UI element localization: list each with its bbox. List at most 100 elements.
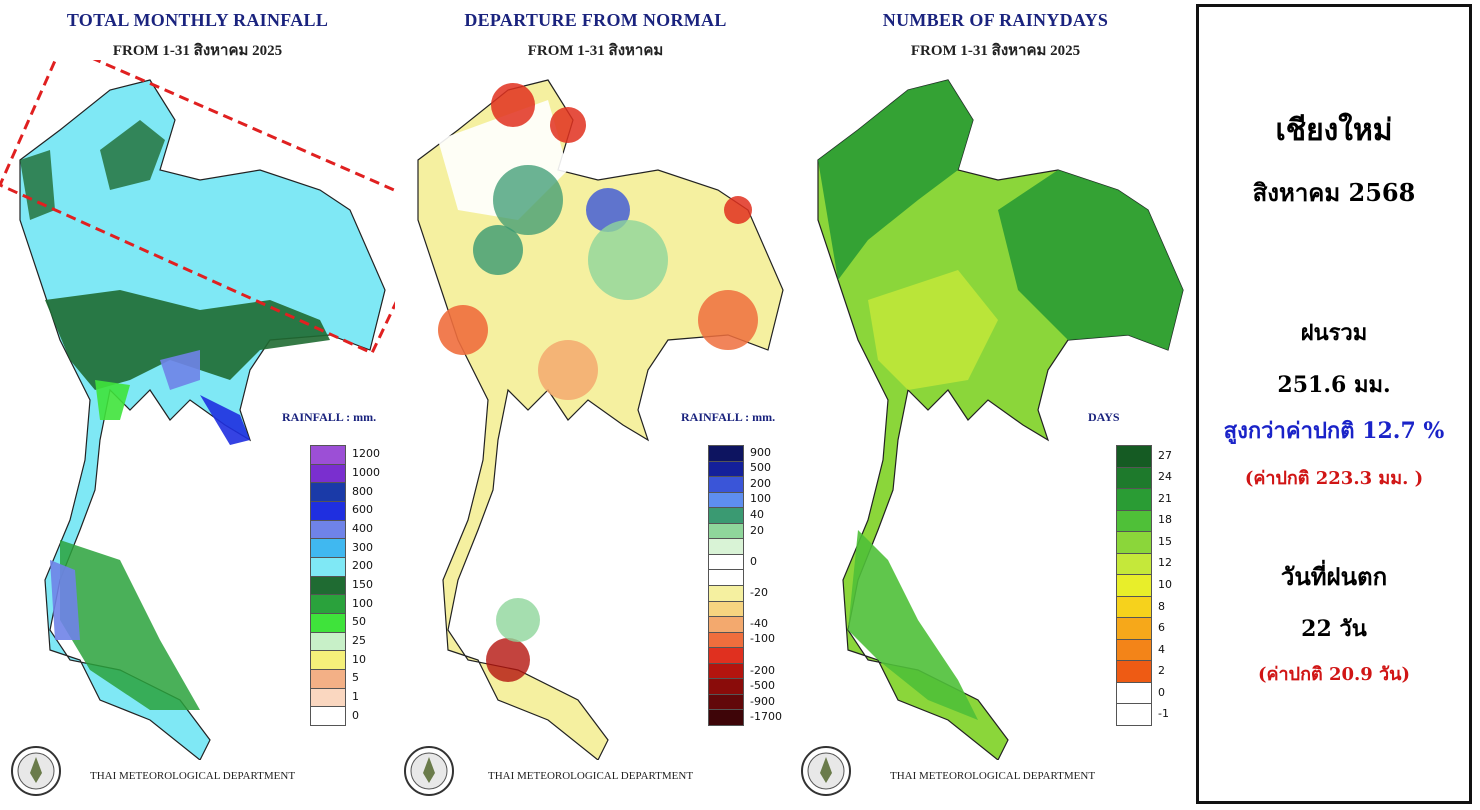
legend-label: -40	[750, 616, 768, 630]
legend-swatch	[708, 538, 744, 555]
legend-swatch	[1116, 681, 1152, 705]
bangkok-zone	[160, 350, 200, 390]
rainydays-map	[817, 79, 1184, 760]
yellow-zone	[95, 380, 130, 420]
total-rain-value: 251.6 มม.	[1277, 372, 1391, 398]
red-zone-east-2	[724, 196, 752, 224]
departure-footer: THAI METEOROLOGICAL DEPARTMENT	[488, 770, 694, 782]
legend-swatch	[310, 669, 346, 689]
legend-label: 4	[1158, 642, 1165, 656]
legend-swatch	[310, 463, 346, 484]
legend-swatch	[1116, 531, 1152, 554]
central-plain-shape	[45, 290, 330, 390]
red-zone-east	[698, 290, 758, 350]
legend-label: -200	[750, 663, 775, 677]
legend-label: 900	[750, 445, 771, 459]
legend-label: 50	[352, 615, 366, 629]
legend-swatch	[310, 575, 346, 596]
south-zone	[848, 530, 978, 720]
legend-swatch	[1116, 638, 1152, 662]
legend-swatch	[1116, 488, 1152, 511]
legend-label: 18	[1158, 513, 1172, 527]
legend-label: 0	[352, 708, 359, 722]
legend-swatch	[1116, 660, 1152, 683]
legend-swatch	[708, 476, 744, 493]
legend-swatch	[310, 501, 346, 521]
legend-swatch	[310, 631, 346, 652]
legend-swatch	[1116, 509, 1152, 533]
legend-swatch	[310, 445, 346, 465]
legend-label: 0	[750, 554, 757, 568]
legend-swatch	[708, 507, 744, 524]
tmd-seal-icon	[10, 745, 62, 801]
legend-swatch	[310, 557, 346, 577]
highlight-box	[0, 60, 395, 355]
normal-days-value: (ค่าปกติ 20.9 วัน)	[1258, 664, 1410, 685]
legend-label: 500	[750, 461, 771, 475]
south-west-zone	[50, 560, 80, 640]
legend-swatch	[310, 650, 346, 670]
legend-swatch	[310, 519, 346, 540]
departure-panel-subtitle: FROM 1-31 สิงหาคม	[527, 43, 664, 59]
rainydays-footer: THAI METEOROLOGICAL DEPARTMENT	[890, 770, 1096, 782]
green-zone-3	[473, 225, 523, 275]
legend-label: 21	[1158, 491, 1172, 505]
legend-swatch	[310, 706, 346, 726]
red-zone-south	[486, 638, 530, 682]
tmd-seal-icon	[403, 745, 455, 801]
legend-label: 100	[352, 596, 373, 610]
legend-label: 2	[1158, 664, 1165, 678]
legend-swatch	[708, 522, 744, 540]
green-zone-1	[493, 165, 563, 235]
rainy-days-label: วันที่ฝนตก	[1280, 562, 1388, 591]
legend-label: -500	[750, 679, 775, 693]
legend-label: 100	[750, 492, 771, 506]
legend-label: 1	[352, 690, 359, 703]
legend-swatch	[708, 616, 744, 633]
legend-label: 150	[352, 578, 373, 591]
legend-label: -100	[750, 632, 775, 646]
north-zone	[818, 80, 973, 280]
rainydays-panel-subtitle: FROM 1-31 สิงหาคม 2025	[910, 43, 1081, 59]
legend-swatch	[708, 569, 744, 586]
legend-label: 400	[352, 522, 373, 535]
legend-swatch	[1116, 445, 1152, 468]
province-name: เชียงใหม่	[1275, 113, 1393, 148]
legend-label: 1200	[352, 447, 380, 461]
legend-swatch	[1116, 703, 1152, 726]
legend-label: 6	[1158, 621, 1165, 635]
normal-rain-value: (ค่าปกติ 223.3 มม. )	[1244, 468, 1424, 489]
green-zone-south	[496, 598, 540, 642]
legend-swatch	[708, 553, 744, 571]
legend-label: 24	[1158, 470, 1172, 484]
green-zone-2	[588, 220, 668, 300]
legend-swatch	[310, 482, 346, 502]
rainy-days-value: 22 วัน	[1301, 616, 1367, 642]
rainfall-legend-title: RAINFALL : mm.	[282, 410, 377, 424]
red-zone-north-east	[550, 107, 586, 143]
legend-swatch	[310, 538, 346, 558]
legend-swatch	[310, 687, 346, 708]
legend-swatch	[708, 647, 744, 664]
red-zone-north	[491, 83, 535, 127]
departure-panel-title: DEPARTURE FROM NORMAL	[464, 10, 727, 30]
departure-legend-title: RAINFALL : mm.	[681, 410, 776, 424]
north-west-zone	[20, 150, 55, 220]
legend-label: 5	[352, 671, 359, 685]
legend-label: 0	[1158, 685, 1165, 699]
rainydays-legend-title: DAYS	[1088, 410, 1120, 424]
legend-label: 800	[352, 484, 373, 498]
rainydays-legend: 27 24 21 18 15 12 10 8 6 4 2 0 -1	[1116, 445, 1191, 726]
month-label: สิงหาคม 2568	[1252, 178, 1416, 207]
rainfall-panel-title: TOTAL MONTHLY RAINFALL	[66, 10, 329, 30]
legend-label: 10	[1158, 578, 1172, 591]
legend-label: 20	[750, 523, 764, 537]
departure-value: สูงกว่าค่าปกติ 12.7 %	[1223, 418, 1445, 444]
departure-panel: DEPARTURE FROM NORMAL FROM 1-31 สิงหาคม …	[398, 0, 793, 810]
legend-swatch	[1116, 617, 1152, 640]
legend-swatch	[708, 709, 744, 726]
east-zone	[200, 395, 250, 445]
legend-label: -1	[1158, 707, 1169, 721]
legend-label: 600	[352, 503, 373, 517]
legend-swatch	[310, 613, 346, 633]
